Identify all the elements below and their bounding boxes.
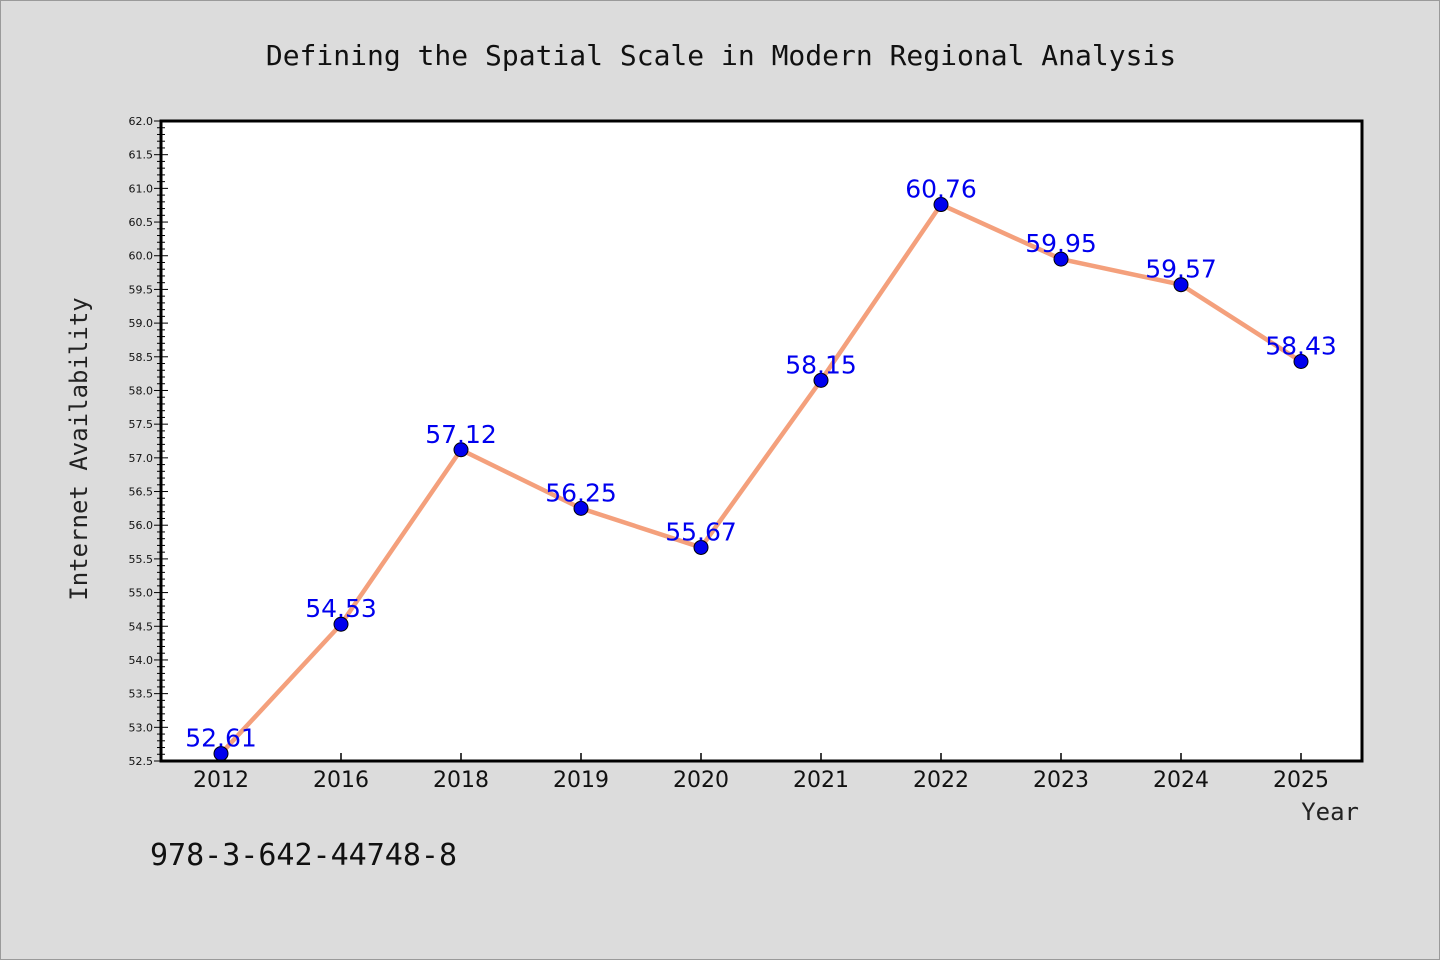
x-tick-label: 2021 [793, 768, 849, 793]
y-tick-label: 54.0 [129, 654, 154, 667]
data-point-label: 52.61 [185, 724, 257, 753]
data-point-marker [813, 372, 829, 388]
x-tick-label: 2018 [433, 768, 489, 793]
isbn-footer: 978-3-642-44748-8 [150, 838, 457, 873]
x-tick-label: 2016 [313, 768, 369, 793]
data-point-label: 59.57 [1145, 255, 1217, 284]
data-point-marker [1053, 251, 1069, 267]
x-axis-label: Year [1301, 798, 1359, 826]
series-line [219, 202, 1303, 756]
data-point-label: 56.25 [545, 478, 617, 507]
data-labels: 52.61 54.53 57.12 56.25 55.67 58.15 60.76 59.95… [185, 175, 1337, 753]
y-tick-label: 55.5 [129, 553, 154, 566]
y-tick-label: 59.0 [129, 317, 154, 330]
y-tick-label: 62.0 [129, 115, 154, 128]
y-tick-label: 57.0 [129, 452, 154, 465]
y-tick-label: 52.5 [129, 755, 154, 768]
x-tick-label: 2025 [1273, 768, 1329, 793]
y-tick-label: 58.0 [129, 384, 154, 397]
x-axis-ticks: 2012 2016 2018 2019 2020 2021 2022 2023 2024 2025 [193, 753, 1329, 793]
y-tick-label: 53.5 [129, 688, 154, 701]
plot-area [161, 121, 1362, 761]
y-tick-label: 59.5 [129, 283, 154, 296]
x-tick-label: 2012 [193, 768, 249, 793]
y-tick-label: 53.0 [129, 721, 154, 734]
y-tick-label: 56.0 [129, 519, 154, 532]
y-tick-label: 54.5 [129, 620, 154, 633]
y-tick-label: 57.5 [129, 418, 154, 431]
y-tick-label: 60.0 [129, 250, 154, 263]
series-line-group [213, 197, 1309, 762]
y-tick-label: 60.5 [129, 216, 154, 229]
data-point-marker [453, 442, 469, 458]
x-tick-label: 2022 [913, 768, 969, 793]
data-point-label: 59.95 [1025, 229, 1097, 258]
data-point-marker [933, 197, 949, 213]
y-axis-label: Internet Availability [65, 297, 93, 600]
data-point-label: 54.53 [305, 594, 377, 623]
data-point-label: 57.12 [425, 420, 497, 449]
x-tick-label: 2024 [1153, 768, 1209, 793]
x-tick-label: 2023 [1033, 768, 1089, 793]
plot-frame [159, 119, 1364, 763]
y-tick-label: 56.5 [129, 486, 154, 499]
data-point-label: 60.76 [905, 175, 977, 204]
data-point-marker [333, 616, 349, 632]
data-point-label: 58.43 [1265, 332, 1337, 361]
data-point-label: 55.67 [665, 517, 737, 546]
y-tick-label: 61.5 [129, 149, 154, 162]
y-tick-label: 61.0 [129, 182, 154, 195]
data-point-marker [1293, 354, 1309, 370]
chart-title: Defining the Spatial Scale in Modern Reg… [266, 39, 1176, 72]
y-tick-label: 58.5 [129, 351, 154, 364]
data-point-marker [693, 539, 709, 555]
x-tick-label: 2019 [553, 768, 609, 793]
y-tick-label: 55.0 [129, 587, 154, 600]
data-point-marker [573, 500, 589, 516]
x-tick-label: 2020 [673, 768, 729, 793]
data-point-label: 58.15 [785, 350, 857, 379]
data-point-marker [1173, 277, 1189, 293]
